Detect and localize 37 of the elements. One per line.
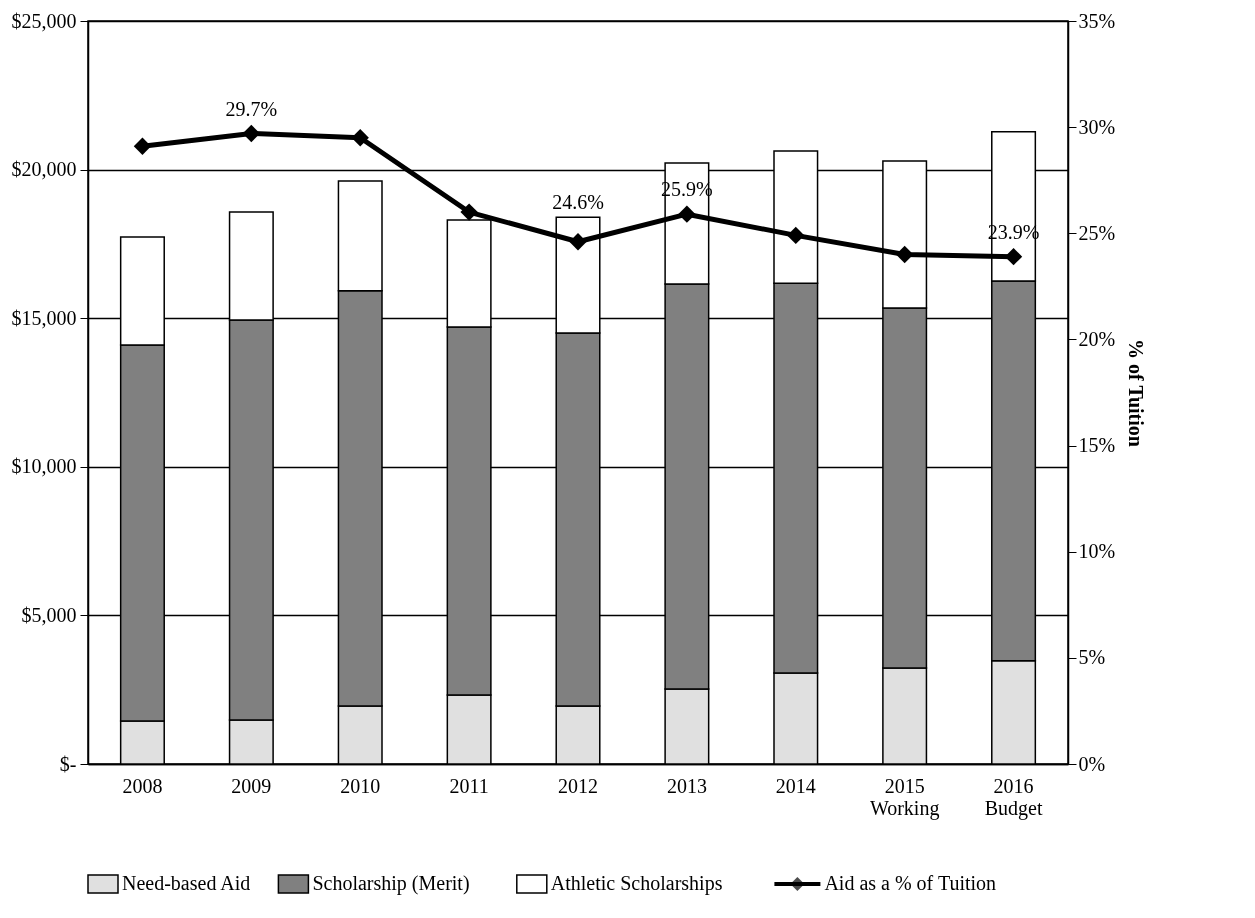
- y-tick-label: $15,000: [11, 306, 77, 329]
- y-tick-label: $20,000: [11, 158, 77, 181]
- point: [242, 124, 260, 143]
- y-tick-label: $-: [59, 752, 77, 775]
- y2-tick-label: 35%: [1078, 9, 1116, 32]
- x-tick-label: 2009: [231, 774, 272, 797]
- y2-tick-label: 5%: [1078, 646, 1106, 669]
- point: [133, 137, 152, 155]
- y2-tick-label: 25%: [1078, 221, 1116, 244]
- legend-label: Athletic Scholarships: [550, 872, 723, 895]
- y-tick-label: $25,000: [11, 9, 77, 32]
- point: [896, 245, 914, 264]
- x-tick-label: 2008: [122, 774, 163, 797]
- y2-tick-label: 10%: [1078, 540, 1116, 563]
- point: [569, 233, 587, 251]
- x-tick-label: 2016 Budget: [984, 774, 1043, 820]
- x-tick-label: 2012: [558, 774, 598, 797]
- y2-tick-label: 15%: [1078, 434, 1116, 457]
- legend-label: Aid as a % of Tuition: [824, 872, 997, 894]
- y-tick-label: $5,000: [21, 603, 77, 626]
- data-label: 29.7%: [225, 97, 278, 120]
- x-tick-label: 2015 Working: [869, 774, 940, 820]
- legend-label: Need-based Aid: [122, 872, 251, 894]
- y2-tick-label: 0%: [1078, 752, 1106, 775]
- legend-label: Scholarship (Merit): [312, 872, 470, 895]
- x-tick-label: 2013: [666, 774, 707, 797]
- y-tick-label: $10,000: [11, 455, 77, 478]
- point: [460, 203, 478, 221]
- x-tick-label: 2011: [449, 774, 489, 797]
- y2-tick-label: 30%: [1078, 115, 1116, 138]
- y2-axis-title: % of Tuition: [1125, 339, 1148, 447]
- x-tick-label: 2014: [775, 774, 816, 797]
- point: [787, 226, 805, 245]
- data-label: 24.6%: [552, 191, 604, 214]
- x-tick-label: 2010: [340, 774, 381, 797]
- y2-tick-label: 20%: [1078, 327, 1116, 350]
- point: [678, 205, 696, 223]
